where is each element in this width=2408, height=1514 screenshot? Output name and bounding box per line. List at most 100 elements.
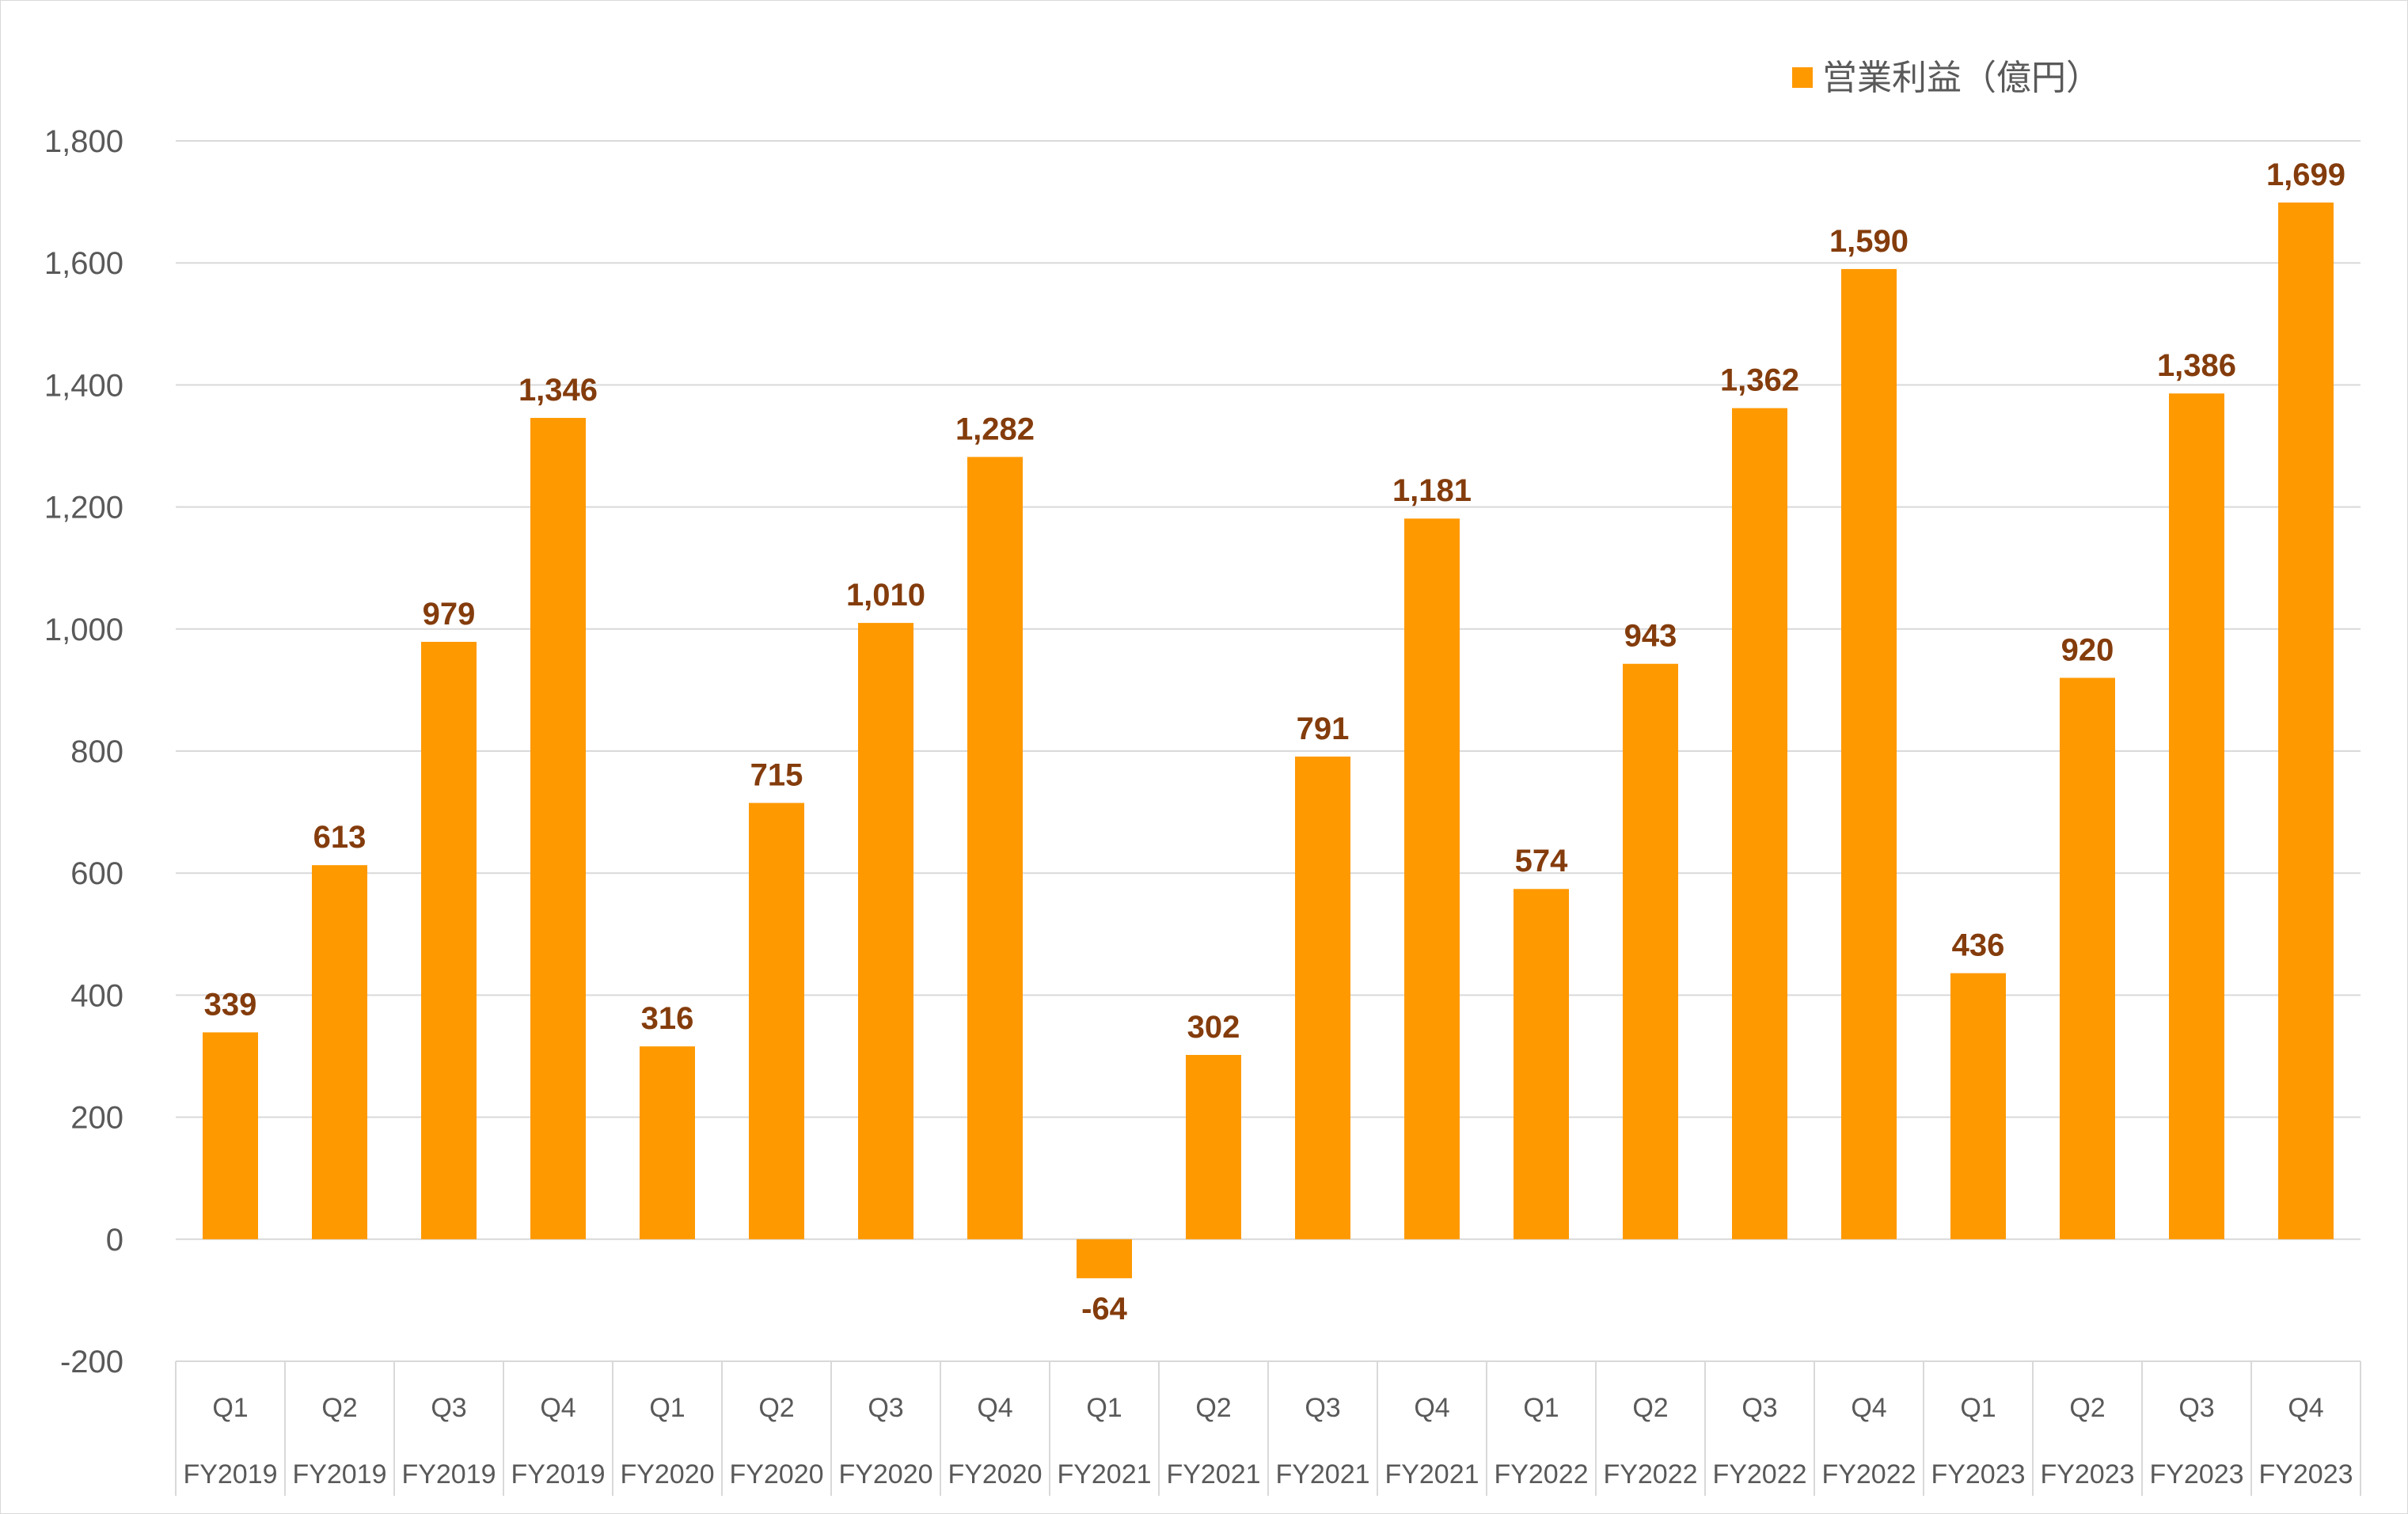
legend-label: 営業利益（億円） (1822, 58, 2101, 98)
data-label: 613 (313, 820, 367, 855)
gridlines (176, 140, 2361, 1240)
bar (2060, 677, 2115, 1239)
category-year-label: FY2019 (292, 1459, 386, 1489)
data-label: 339 (204, 987, 257, 1022)
y-tick-label: 200 (70, 1101, 123, 1136)
category-quarter-label: Q1 (212, 1393, 248, 1423)
bar (1514, 889, 1569, 1239)
category-year-label: FY2021 (1384, 1459, 1479, 1489)
data-label: 1,282 (955, 412, 1035, 446)
category-quarter-label: Q4 (1851, 1393, 1886, 1423)
data-label: 1,590 (1829, 224, 1909, 259)
data-label: 574 (1515, 844, 1568, 878)
category-year-label: FY2021 (1166, 1459, 1260, 1489)
category-quarter-label: Q4 (2288, 1393, 2323, 1423)
data-label: 1,386 (2157, 348, 2236, 383)
category-year-label: FY2020 (729, 1459, 823, 1489)
data-label: 791 (1297, 711, 1350, 746)
category-quarter-label: Q2 (1632, 1393, 1668, 1423)
data-label: 302 (1187, 1010, 1240, 1045)
category-year-label: FY2023 (2040, 1459, 2134, 1489)
category-quarter-label: Q3 (431, 1393, 466, 1423)
data-label: 1,362 (1720, 363, 1799, 398)
data-label: 920 (2061, 632, 2114, 667)
bar (749, 803, 804, 1239)
category-year-label: FY2021 (1057, 1459, 1151, 1489)
category-quarter-label: Q2 (1195, 1393, 1231, 1423)
category-year-label: FY2022 (1603, 1459, 1697, 1489)
category-year-label: FY2022 (1821, 1459, 1916, 1489)
y-tick-label: 600 (70, 856, 123, 891)
category-quarter-label: Q4 (540, 1393, 575, 1423)
category-year-label: FY2019 (183, 1459, 277, 1489)
category-year-label: FY2022 (1494, 1459, 1588, 1489)
y-tick-label: 0 (106, 1223, 123, 1258)
category-quarter-label: Q3 (868, 1393, 903, 1423)
category-quarter-label: Q2 (758, 1393, 794, 1423)
y-tick-label: 1,800 (44, 124, 123, 159)
bar (1841, 268, 1897, 1239)
category-quarter-label: Q3 (2178, 1393, 2214, 1423)
data-label: 316 (641, 1001, 694, 1036)
category-year-label: FY2019 (511, 1459, 605, 1489)
category-year-label: FY2022 (1712, 1459, 1806, 1489)
x-axis-categories: Q1 FY2019 Q2 FY2019 Q3 FY2019 Q4 FY2019 Q1 FY2020… (175, 1360, 2361, 1496)
bar (1077, 1239, 1132, 1279)
data-label: 943 (1624, 619, 1677, 654)
y-tick-label: 400 (70, 978, 123, 1013)
data-label: 1,010 (846, 578, 925, 613)
category-year-label: FY2019 (401, 1459, 496, 1489)
bar (1295, 756, 1350, 1239)
bar (421, 641, 477, 1239)
category-year-label: FY2020 (620, 1459, 714, 1489)
y-axis-tick-labels: -200 0 200 400 600 800 1,000 1,200 1,400 1,600 1,8… (44, 124, 123, 1379)
category-quarter-label: Q4 (977, 1393, 1012, 1423)
category-quarter-label: Q2 (321, 1393, 357, 1423)
bar (1950, 973, 2006, 1239)
category-quarter-label: Q1 (1523, 1393, 1559, 1423)
category-quarter-label: Q1 (1960, 1393, 1996, 1423)
category-year-label: FY2020 (948, 1459, 1042, 1489)
bar (858, 623, 913, 1239)
category-year-label: FY2020 (838, 1459, 932, 1489)
bar (312, 865, 367, 1239)
data-labels: 339 613 979 1,346 316 715 1,010 1,282 -64 302 791 1… (204, 157, 2345, 1326)
bars (203, 202, 2334, 1279)
y-tick-label: 1,000 (44, 613, 123, 647)
y-tick-label: 1,200 (44, 491, 123, 526)
bar (1732, 408, 1787, 1239)
data-label: 715 (750, 758, 803, 793)
bar (203, 1032, 258, 1239)
bar (530, 418, 586, 1239)
legend: 営業利益（億円） (1792, 58, 2101, 98)
data-label: 436 (1952, 928, 2005, 963)
bar (1186, 1054, 1241, 1239)
bar (967, 457, 1023, 1239)
data-label: 1,699 (2266, 157, 2345, 192)
category-quarter-label: Q1 (1086, 1393, 1122, 1423)
category-year-label: FY2023 (2149, 1459, 2243, 1489)
y-tick-label: -200 (60, 1345, 123, 1379)
category-year-label: FY2023 (1931, 1459, 2025, 1489)
bar (640, 1046, 695, 1239)
category-quarter-label: Q3 (1741, 1393, 1777, 1423)
category-quarter-label: Q4 (1414, 1393, 1449, 1423)
legend-swatch (1792, 67, 1813, 88)
data-label: 979 (423, 597, 476, 632)
y-tick-label: 1,400 (44, 368, 123, 403)
y-tick-label: 800 (70, 734, 123, 769)
bar (2278, 202, 2334, 1239)
category-quarter-label: Q3 (1305, 1393, 1340, 1423)
category-year-label: FY2021 (1275, 1459, 1369, 1489)
data-label: 1,181 (1392, 473, 1472, 508)
data-label: 1,346 (518, 373, 598, 408)
data-label: -64 (1081, 1292, 1128, 1326)
y-tick-label: 1,600 (44, 246, 123, 281)
bar (1404, 518, 1460, 1239)
bar (2169, 393, 2224, 1239)
category-year-label: FY2023 (2258, 1459, 2353, 1489)
category-quarter-label: Q1 (649, 1393, 685, 1423)
bar (1623, 663, 1678, 1239)
